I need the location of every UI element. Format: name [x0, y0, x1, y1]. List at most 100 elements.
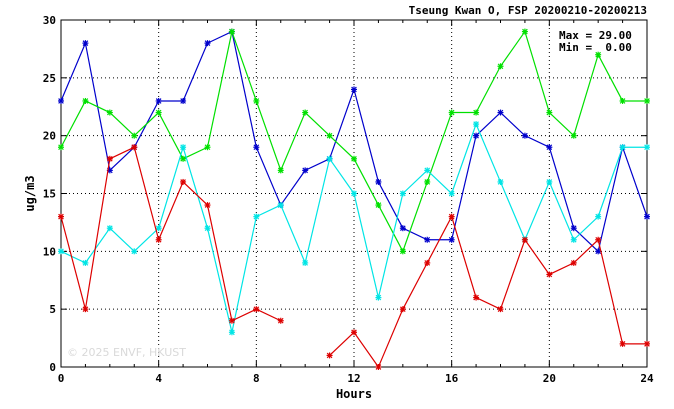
data-point	[302, 167, 309, 174]
data-point	[497, 178, 504, 185]
data-point	[399, 306, 406, 313]
data-point	[228, 28, 235, 35]
y-tick-label: 0	[49, 361, 56, 374]
data-point	[595, 248, 602, 255]
y-tick-label: 10	[43, 245, 56, 258]
data-point	[253, 97, 260, 104]
max-stat: Max = 29.00	[559, 29, 632, 42]
data-point	[253, 213, 260, 220]
data-point	[351, 329, 357, 336]
data-point	[521, 132, 528, 139]
series-line	[329, 215, 647, 369]
min-stat: Min = 0.00	[559, 41, 632, 54]
axis-ticks: 0 4 8 12 16 20 24 0 5 10 15 20 25 30	[43, 14, 654, 385]
data-point	[399, 225, 406, 232]
y-axis-title: ug/m3	[23, 175, 37, 211]
data-point	[424, 167, 431, 174]
data-point	[424, 178, 431, 185]
data-point	[253, 144, 260, 151]
data-point	[351, 155, 357, 162]
data-point	[473, 109, 480, 116]
data-point	[497, 63, 504, 70]
data-point	[155, 225, 162, 232]
watermark: © 2025 ENVF, HKUST	[67, 346, 186, 359]
data-point	[473, 294, 480, 301]
data-point	[228, 329, 235, 336]
data-point	[326, 352, 333, 359]
data-point	[644, 340, 650, 347]
series-4	[58, 144, 650, 370]
data-point	[155, 236, 162, 243]
data-point	[448, 190, 455, 197]
data-point	[180, 155, 187, 162]
data-point	[204, 225, 211, 232]
data-point	[82, 259, 89, 266]
data-point	[302, 259, 309, 266]
y-tick-label: 15	[43, 188, 56, 201]
data-point	[131, 132, 138, 139]
x-tick-label: 20	[543, 372, 556, 385]
data-point	[131, 144, 138, 151]
data-point	[180, 144, 187, 151]
data-point	[619, 144, 626, 151]
data-point	[399, 248, 406, 255]
data-point	[473, 121, 480, 128]
data-point	[106, 225, 113, 232]
data-point	[351, 86, 357, 93]
data-point	[326, 132, 333, 139]
data-point	[595, 236, 602, 243]
data-point	[570, 236, 577, 243]
data-point	[277, 317, 284, 324]
data-point	[497, 109, 504, 116]
data-point	[644, 97, 650, 104]
x-tick-label: 24	[640, 372, 654, 385]
data-point	[375, 202, 382, 209]
data-point	[253, 306, 260, 313]
data-point	[58, 97, 64, 104]
data-point	[155, 109, 162, 116]
grid-lines	[61, 20, 647, 367]
data-point	[180, 97, 187, 104]
data-point	[326, 155, 333, 162]
x-tick-label: 4	[155, 372, 162, 385]
data-point	[570, 259, 577, 266]
data-point	[375, 294, 382, 301]
data-point	[58, 248, 64, 255]
data-point	[375, 364, 382, 370]
data-point	[570, 132, 577, 139]
data-point	[424, 259, 431, 266]
y-tick-label: 5	[49, 303, 56, 316]
data-point	[619, 340, 626, 347]
data-point	[644, 213, 650, 220]
data-point	[473, 132, 480, 139]
series-2	[58, 28, 650, 255]
data-point	[155, 97, 162, 104]
data-point	[595, 51, 602, 58]
data-point	[131, 248, 138, 255]
series-3	[58, 121, 650, 336]
data-point	[82, 306, 89, 313]
data-point	[106, 109, 113, 116]
series-line	[60, 146, 282, 322]
data-point	[570, 225, 577, 232]
data-point	[228, 317, 235, 324]
data-point	[180, 178, 187, 185]
x-axis-title: Hours	[336, 387, 372, 401]
data-point	[546, 178, 553, 185]
data-point	[644, 144, 650, 151]
chart-title: Tseung Kwan O, FSP 20200210-20200213	[409, 4, 647, 17]
data-point	[448, 109, 455, 116]
series-layer	[58, 28, 650, 370]
data-point	[204, 40, 211, 47]
data-point	[521, 28, 528, 35]
x-tick-label: 16	[445, 372, 459, 385]
data-point	[277, 167, 284, 174]
data-point	[448, 213, 455, 220]
data-point	[58, 213, 64, 220]
data-point	[595, 213, 602, 220]
data-point	[399, 190, 406, 197]
data-point	[546, 144, 553, 151]
data-point	[521, 236, 528, 243]
data-point	[82, 97, 89, 104]
data-point	[204, 144, 211, 151]
